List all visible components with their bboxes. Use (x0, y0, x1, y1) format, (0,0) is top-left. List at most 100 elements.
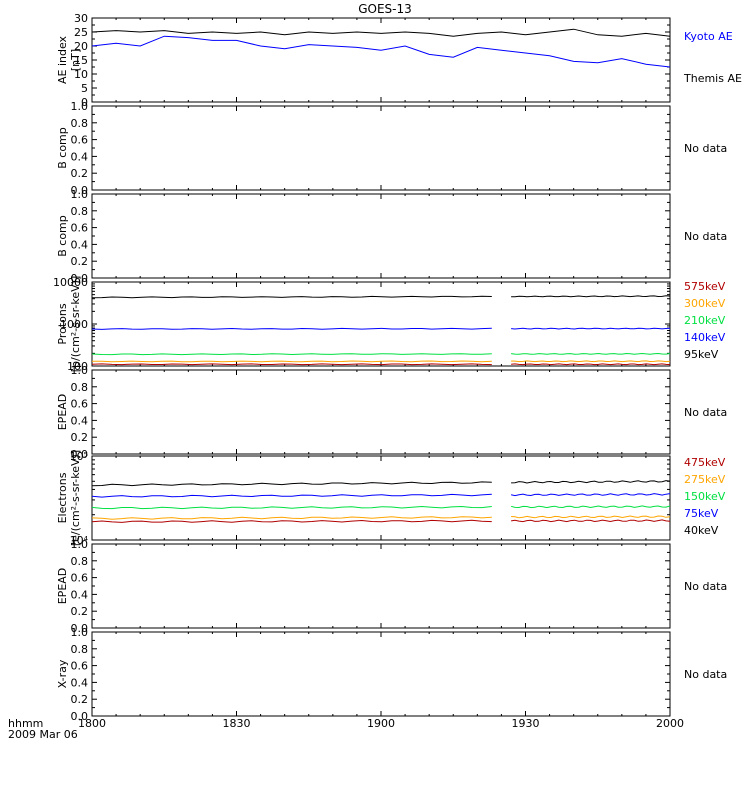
panel-frame (91, 369, 671, 455)
y-axis-label: B comp (56, 127, 69, 169)
y-tick-label: 0.4 (71, 414, 89, 427)
y-tick-label: 0.2 (71, 255, 89, 268)
y-tick-label: 0.0 (71, 622, 89, 635)
y-axis-label: B comp (56, 215, 69, 257)
series-line-140keV (511, 327, 671, 330)
y-axis-label: X-ray (56, 659, 69, 688)
series-line-75keV (91, 493, 492, 498)
legend-label-575kev: 575keV (684, 280, 726, 293)
y-tick-label: 0.0 (71, 710, 89, 723)
y-tick-label: 1000 (60, 318, 88, 331)
series-line-275keV (91, 516, 492, 520)
figure-title: GOES-13 (358, 2, 412, 16)
y-tick-label: 0.8 (71, 381, 89, 394)
x-tick-label: 1830 (223, 717, 251, 730)
y-tick-label: 5 (81, 82, 88, 95)
series-line-40keV (511, 480, 671, 484)
y-tick-label: 0.4 (71, 676, 89, 689)
panel-epead2: 0.0 0.2 0.4 0.6 0.8 1.0 EPEAD No data (56, 538, 727, 635)
y-axis-label: EPEAD (56, 394, 69, 431)
series-line-210keV (91, 353, 492, 356)
series-line-300keV (91, 360, 492, 363)
series-line-575keV (511, 363, 671, 366)
y-tick-label: 1.0 (71, 538, 89, 551)
y-tick-label: 1.0 (71, 100, 89, 113)
y-tick-label: 10000 (53, 276, 88, 289)
y-tick-label: 10⁵ (70, 450, 88, 463)
y-axis-label: Electrons (56, 472, 69, 523)
y-tick-label: 0.8 (71, 205, 89, 218)
no-data-label: No data (684, 230, 727, 243)
y-axis-label: AE index (56, 35, 69, 84)
y-tick-label: 1.0 (71, 188, 89, 201)
series-line-140keV (91, 327, 492, 330)
series-line-150keV (91, 505, 492, 510)
x-tick-label: 2000 (656, 717, 684, 730)
panel-protons: 100 1000 10000 Protons [p/(cm²-s-sr-keV)] 575… (53, 276, 726, 373)
y-axis-label-units: [p/(cm²-s-sr-keV)] (69, 276, 82, 373)
y-tick-label: 0.8 (71, 117, 89, 130)
series-line-475keV (511, 519, 671, 523)
series-line-300keV (511, 360, 671, 363)
panel-bcomp2: 0.0 0.2 0.4 0.6 0.8 1.0 B comp No data (56, 188, 727, 285)
panel-bcomp1: 0.0 0.2 0.4 0.6 0.8 1.0 B comp No data (56, 100, 727, 197)
y-tick-label: 1.0 (71, 626, 89, 639)
y-tick-label: 0.6 (71, 660, 89, 673)
series-line-95keV (91, 295, 492, 299)
no-data-label: No data (684, 406, 727, 419)
y-axis-label-units: [nT] (69, 49, 82, 71)
time-axis-corner-label: hhmm (8, 717, 43, 730)
y-tick-label: 0.6 (71, 222, 89, 235)
y-axis-label: Protons (56, 303, 69, 344)
y-tick-label: 0.6 (71, 572, 89, 585)
y-tick-label: 15 (74, 54, 88, 67)
panel-frame (91, 193, 671, 279)
series-line-40keV (91, 481, 492, 487)
y-tick-label: 0.4 (71, 588, 89, 601)
y-tick-label: 0.8 (71, 555, 89, 568)
y-tick-label: 1.0 (71, 364, 89, 377)
legend-label-275kev: 275keV (684, 473, 726, 486)
y-tick-label: 10⁴ (70, 534, 89, 547)
y-tick-label: 0.0 (71, 184, 89, 197)
series-line-75keV (510, 493, 671, 497)
y-tick-label: 20 (74, 40, 88, 53)
y-tick-label: 0.0 (71, 448, 89, 461)
y-tick-label: 0.2 (71, 167, 89, 180)
x-tick-label: 1800 (78, 717, 106, 730)
y-axis-label: EPEAD (56, 568, 69, 605)
series-line-95keV (511, 295, 671, 298)
legend-label-140kev: 140keV (684, 331, 726, 344)
y-tick-label: 0.0 (71, 272, 89, 285)
x-tick-label: 1900 (367, 717, 395, 730)
y-tick-label: 0.2 (71, 605, 89, 618)
series-line-475keV (91, 519, 492, 523)
legend-label-kyoto-ae: Kyoto AE (684, 30, 733, 43)
legend-label-95kev: 95keV (684, 348, 719, 361)
y-tick-label: 10 (74, 68, 88, 81)
y-tick-label: 0.6 (71, 134, 89, 147)
y-tick-label: 0.6 (71, 398, 89, 411)
no-data-label: No data (684, 668, 727, 681)
y-tick-label: 100 (67, 360, 88, 373)
x-tick-label: 1930 (512, 717, 540, 730)
series-line-150keV (510, 505, 671, 509)
y-tick-label: 0.2 (71, 431, 89, 444)
panel-xray: 0.0 0.2 0.4 0.6 0.8 1.0 X-ray No data (56, 626, 727, 723)
y-tick-label: 0.4 (71, 238, 89, 251)
series-line-kyoto-ae (91, 35, 671, 68)
series-line-575keV (91, 363, 492, 366)
y-tick-label: 0.2 (71, 693, 89, 706)
series-line-275keV (511, 515, 671, 519)
panel-frame (91, 455, 671, 541)
no-data-label: No data (684, 142, 727, 155)
y-tick-label: 0.4 (71, 150, 89, 163)
panel-frame (91, 543, 671, 629)
y-tick-label: 25 (74, 26, 88, 39)
y-tick-label: 0.8 (71, 643, 89, 656)
legend-label-210kev: 210keV (684, 314, 726, 327)
